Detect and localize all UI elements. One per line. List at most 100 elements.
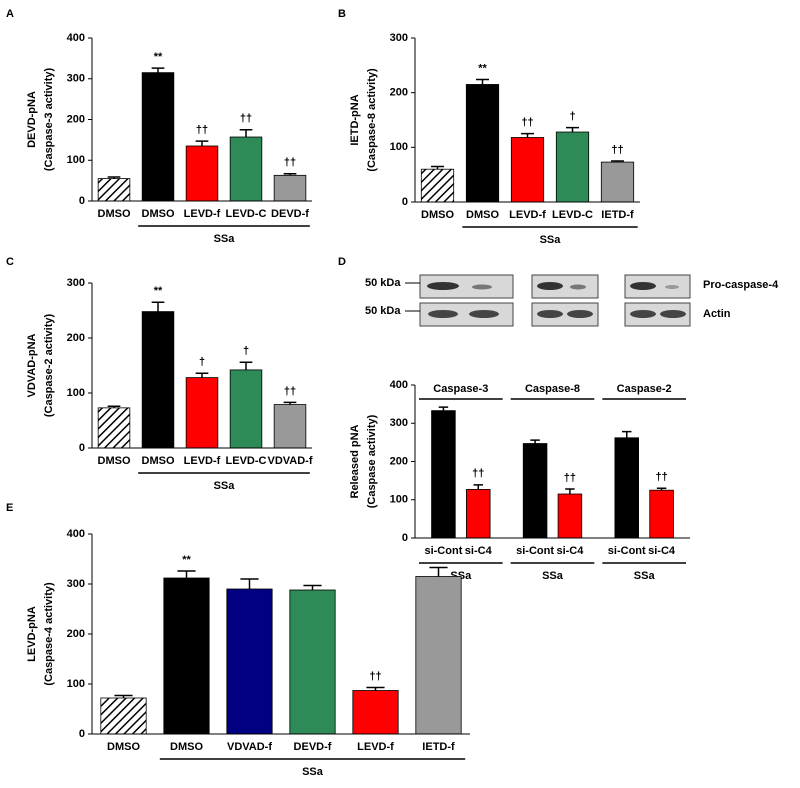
- error-bar: [622, 430, 632, 438]
- blot-row-label: Actin: [703, 308, 731, 320]
- error-bar: [195, 372, 209, 378]
- y-tick-label: 300: [390, 417, 408, 429]
- bar: [614, 437, 639, 539]
- bar: [97, 178, 131, 202]
- bar: [229, 369, 263, 449]
- y-axis-subtitle: (Caspase-2 activity): [43, 314, 55, 418]
- group-title: Caspase-8: [525, 383, 580, 395]
- y-axis-title: LEVD-pNA: [26, 606, 38, 662]
- panel-letter: A: [6, 8, 14, 20]
- error-bar: [438, 406, 449, 411]
- x-tick-label: LEVD-f: [184, 455, 221, 467]
- y-tick-label: 200: [390, 455, 408, 467]
- panel-letter: D: [338, 256, 346, 268]
- significance-label: **: [182, 554, 191, 566]
- group-title: Caspase-3: [433, 383, 488, 395]
- y-axis-subtitle: (Caspase activity): [366, 414, 378, 508]
- bar: [100, 697, 147, 735]
- significance-label: ††: [521, 117, 533, 129]
- x-tick-label: DMSO: [142, 208, 175, 220]
- bar: [97, 407, 131, 449]
- x-tick-label: si-Cont: [424, 545, 462, 557]
- bar: [273, 174, 307, 202]
- x-tick-label: VDVAD-f: [267, 455, 312, 467]
- western-blot: [405, 274, 691, 327]
- y-tick-label: 0: [402, 196, 408, 208]
- x-tick-label: IETD-f: [422, 741, 455, 753]
- panel-letter: C: [6, 256, 14, 268]
- significance-label: **: [154, 285, 163, 297]
- x-tick-label: DEVD-f: [271, 208, 309, 220]
- error-bar: [177, 570, 196, 578]
- y-tick-label: 200: [67, 113, 85, 125]
- y-tick-label: 0: [79, 195, 85, 207]
- y-tick-label: 200: [67, 332, 85, 344]
- significance-label: ††: [369, 670, 381, 682]
- error-bar: [151, 67, 165, 73]
- group-label: SSa: [302, 766, 324, 778]
- bar: [185, 145, 219, 202]
- error-bar: [303, 584, 322, 590]
- y-tick-label: 300: [67, 578, 85, 590]
- error-bar: [566, 126, 579, 133]
- significance-label: **: [154, 51, 163, 63]
- bar: [273, 404, 307, 449]
- y-axis-title: IETD-pNA: [349, 94, 361, 145]
- y-tick-label: 400: [67, 528, 85, 540]
- y-tick-label: 300: [390, 32, 408, 44]
- x-tick-label: LEVD-C: [226, 455, 267, 467]
- significance-label: ††: [196, 124, 208, 136]
- bar: [649, 489, 674, 539]
- significance-label: ††: [655, 471, 667, 483]
- x-tick-label: DMSO: [421, 209, 454, 221]
- x-tick-label: LEVD-f: [357, 741, 394, 753]
- bar: [420, 168, 455, 203]
- significance-label: ††: [240, 113, 252, 125]
- y-axis-subtitle: (Caspase-8 activity): [366, 68, 378, 172]
- bar: [141, 72, 175, 202]
- x-tick-label: DMSO: [170, 741, 203, 753]
- x-tick-label: si-C4: [465, 545, 493, 557]
- y-tick-label: 100: [67, 387, 85, 399]
- y-axis-subtitle: (Caspase-3 activity): [43, 68, 55, 172]
- x-tick-label: si-C4: [648, 545, 676, 557]
- error-bar: [565, 488, 575, 495]
- significance-label: †: [199, 356, 205, 368]
- bar: [510, 137, 545, 203]
- error-bar: [473, 484, 483, 490]
- error-bar: [195, 140, 209, 146]
- significance-label: ††: [284, 385, 296, 397]
- y-tick-label: 400: [390, 379, 408, 391]
- significance-label: ††: [472, 468, 484, 480]
- group-label: SSa: [542, 570, 564, 582]
- error-bar: [429, 566, 448, 577]
- y-tick-label: 0: [79, 442, 85, 454]
- blot-marker: 50 kDa: [365, 305, 401, 317]
- x-tick-label: si-C4: [556, 545, 584, 557]
- significance-label: ††: [564, 472, 576, 484]
- y-tick-label: 300: [67, 73, 85, 85]
- error-bar: [114, 694, 133, 698]
- bar: [141, 311, 175, 449]
- error-bar: [476, 78, 489, 85]
- x-tick-label: LEVD-f: [184, 208, 221, 220]
- error-bar: [530, 439, 540, 444]
- significance-label: ††: [611, 144, 623, 156]
- y-tick-label: 100: [67, 678, 85, 690]
- x-tick-label: DMSO: [107, 741, 140, 753]
- x-tick-label: DMSO: [98, 208, 131, 220]
- significance-label: †: [243, 345, 249, 357]
- panel-letter: E: [6, 502, 13, 514]
- y-tick-label: 300: [67, 277, 85, 289]
- bar: [415, 576, 462, 735]
- error-bar: [366, 686, 385, 691]
- error-bar: [521, 132, 534, 138]
- significance-label: ††: [284, 157, 296, 169]
- bar: [229, 136, 263, 202]
- group-label: SSa: [214, 233, 236, 245]
- bar: [522, 443, 548, 539]
- panel-letter: B: [338, 8, 346, 20]
- x-tick-label: DMSO: [466, 209, 499, 221]
- significance-label: **: [478, 62, 487, 74]
